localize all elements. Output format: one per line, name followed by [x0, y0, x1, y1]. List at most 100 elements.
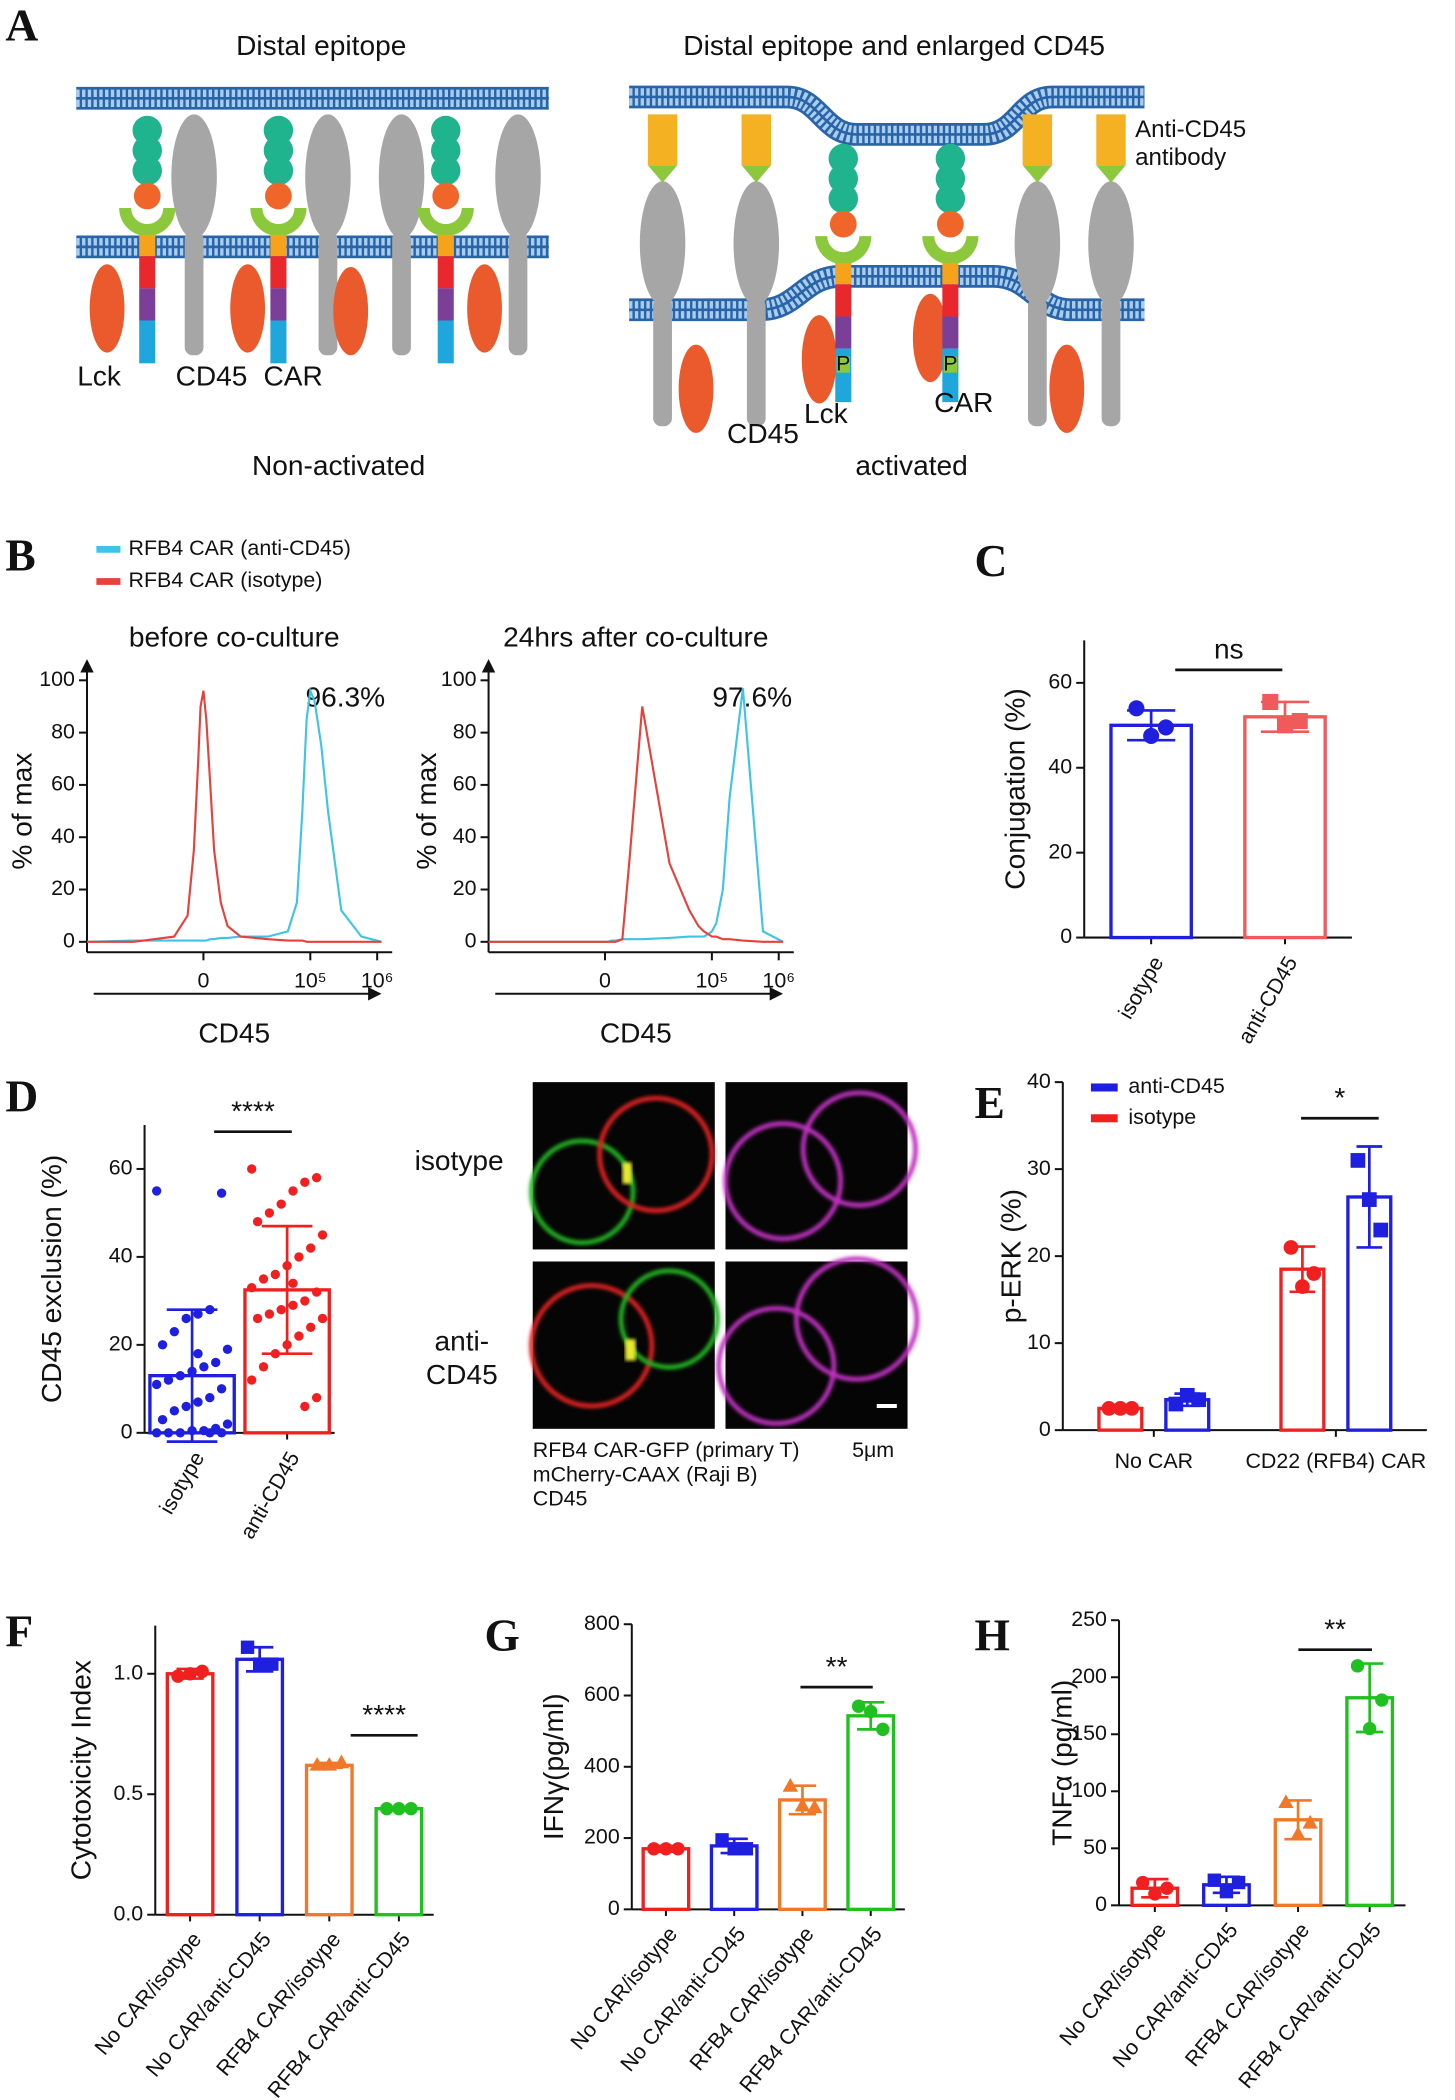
data-point — [265, 1657, 279, 1671]
y-tick-label: 0 — [121, 1419, 133, 1443]
diagram-label: CAR — [263, 360, 322, 391]
panel-letter: E — [974, 1077, 1004, 1128]
data-point — [1291, 713, 1308, 730]
data-point — [193, 1348, 203, 1359]
car-domain — [263, 155, 294, 186]
cd45 — [378, 114, 425, 239]
data-point — [300, 1296, 310, 1306]
channel-label: RFB4 CAR-GFP (primary T) — [533, 1438, 800, 1462]
data-point — [258, 1274, 269, 1284]
data-point — [333, 1754, 350, 1769]
y-axis-label: TNFα (pg/ml) — [1047, 1680, 1078, 1846]
bar — [304, 1763, 354, 1917]
data-point — [258, 1362, 269, 1372]
x-tick-label: RFB4 CAR/isotype — [685, 1922, 819, 2075]
x-tick-label: No CAR/anti-CD45 — [141, 1928, 276, 2082]
legend-label: RFB4 CAR (isotype) — [129, 568, 323, 592]
car-antigen — [265, 182, 292, 210]
y-tick-label: 60 — [109, 1156, 133, 1180]
lck — [333, 266, 369, 356]
data-point — [175, 1428, 185, 1438]
data-point — [1373, 1222, 1389, 1238]
y-tick-label: 10 — [1027, 1330, 1051, 1354]
y-tick-label: 20 — [51, 876, 75, 900]
cd45-stalk — [318, 230, 338, 356]
x-tick-label: No CAR/anti-CD45 — [1108, 1918, 1243, 2072]
cd45 — [305, 114, 351, 239]
data-point — [151, 1428, 162, 1438]
diagram-label: CD45 — [727, 418, 799, 449]
car-segment — [942, 316, 959, 349]
data-point — [222, 1344, 233, 1354]
significance-label: ** — [826, 1651, 848, 1682]
y-tick-label: 400 — [584, 1753, 620, 1777]
data-point — [294, 1252, 304, 1262]
car-segment — [270, 320, 287, 364]
cd45 — [733, 181, 780, 306]
data-point — [1168, 1396, 1184, 1412]
data-point — [211, 1357, 221, 1368]
y-tick-label: 100 — [39, 667, 75, 691]
y-tick-label: 0 — [1060, 924, 1072, 948]
x-tick-label: 10⁶ — [762, 968, 795, 992]
antibody — [1022, 114, 1053, 166]
data-point — [311, 1173, 322, 1183]
data-point — [183, 1667, 197, 1681]
chart-title: 24hrs after co-culture — [503, 621, 768, 652]
micrograph — [725, 1261, 908, 1429]
data-point — [247, 1164, 257, 1174]
car-domain — [431, 155, 461, 186]
data-point — [216, 1384, 227, 1394]
data-point — [782, 1778, 799, 1792]
data-point — [252, 1313, 263, 1324]
data-point — [157, 1414, 168, 1425]
data-point — [1148, 1887, 1162, 1901]
x-tick-label: anti-CD45 — [1233, 952, 1302, 1047]
bar — [374, 1807, 424, 1917]
cd45 — [639, 181, 686, 306]
y-tick-label: 60 — [51, 772, 75, 796]
data-point — [794, 1797, 811, 1812]
y-tick-label: 0 — [608, 1896, 620, 1920]
data-point — [1191, 1392, 1207, 1408]
car-domain — [828, 183, 859, 214]
data-point — [317, 1313, 328, 1324]
cell-outline — [716, 1305, 837, 1426]
y-tick-label: 0 — [1095, 1892, 1107, 1916]
phospho-label: P — [943, 351, 957, 375]
y-tick-label: 40 — [1027, 1069, 1051, 1093]
data-point — [317, 1230, 328, 1240]
data-point — [1276, 717, 1294, 734]
data-point — [1278, 1794, 1294, 1809]
y-tick-label: 150 — [1071, 1721, 1107, 1745]
y-tick-label: 60 — [1048, 670, 1072, 694]
channel-label: CD45 — [533, 1486, 588, 1510]
data-point — [288, 1300, 298, 1310]
data-point — [1160, 1881, 1174, 1895]
panel-letter: C — [974, 535, 1007, 586]
car-domain — [935, 183, 966, 214]
data-point — [151, 1186, 162, 1196]
data-point — [264, 1208, 275, 1218]
data-point — [392, 1801, 406, 1816]
cd45 — [171, 114, 217, 239]
y-tick-label: 80 — [51, 719, 75, 743]
data-point — [739, 1842, 754, 1856]
car-binder — [922, 236, 979, 265]
data-point — [1179, 1387, 1195, 1403]
x-tick-label: 10⁶ — [361, 968, 394, 992]
data-point — [1231, 1875, 1246, 1890]
data-point — [181, 1313, 191, 1324]
data-point — [404, 1801, 418, 1816]
data-point — [306, 1322, 316, 1332]
legend-swatch — [1090, 1114, 1118, 1123]
phospho-badge — [836, 356, 850, 373]
data-point — [715, 1833, 729, 1847]
x-tick-label: 0 — [599, 968, 611, 992]
car-segment — [270, 288, 287, 321]
bar — [165, 1672, 215, 1917]
cell-outline — [794, 1256, 920, 1382]
lck — [89, 264, 125, 353]
micrograph — [532, 1261, 715, 1429]
